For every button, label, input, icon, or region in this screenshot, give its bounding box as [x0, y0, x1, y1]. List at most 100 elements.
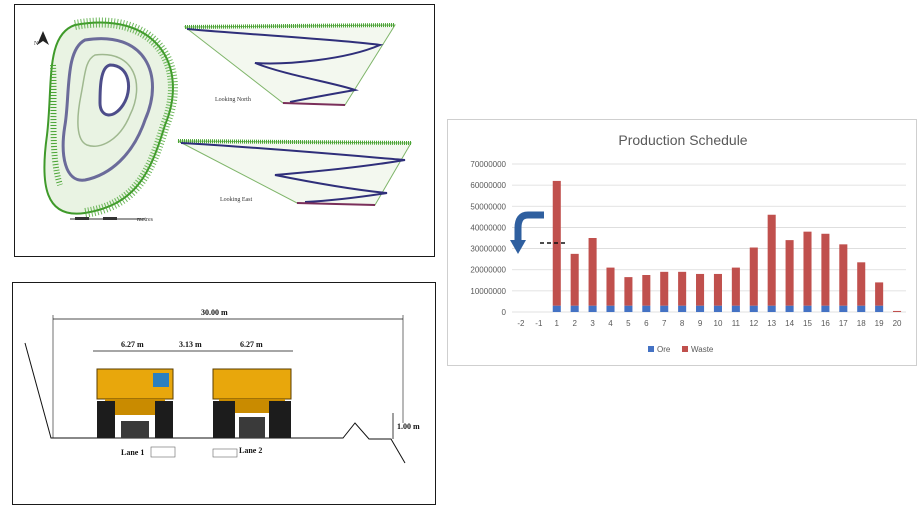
bar-ore-13: [767, 305, 776, 312]
looking-north-label: Looking North: [215, 97, 251, 103]
road-profile: [24, 342, 406, 464]
bar-ore-3: [588, 305, 597, 312]
bar-waste-14: [785, 240, 794, 306]
chart-title: Production Schedule: [618, 132, 747, 148]
haul-road-width-diagram: 30.00 m 6.27 m 3.13 m 6.27 m 1.00: [12, 282, 436, 505]
x-tick-label: 20: [893, 319, 902, 328]
x-tick-label: 16: [821, 319, 830, 328]
pit-views-graphic: N metres Looking North: [34, 17, 412, 223]
x-tick-label: 6: [644, 319, 649, 328]
bar-waste-18: [857, 262, 866, 306]
bar-waste-15: [803, 231, 812, 306]
pit-section-looking-east: [177, 139, 412, 206]
north-arrow-label: N: [34, 41, 39, 47]
bar-ore-17: [839, 305, 848, 312]
x-tick-label: 2: [572, 319, 577, 328]
bar-ore-16: [821, 305, 830, 312]
pit-design-views: N metres Looking North: [14, 4, 435, 257]
x-tick-label: 18: [857, 319, 866, 328]
gap-width-label: 3.13 m: [179, 340, 202, 349]
annotation-arrow-icon: [510, 211, 566, 254]
legend-waste-label: Waste: [691, 345, 714, 354]
y-tick-label: 40000000: [470, 223, 506, 232]
legend-ore-swatch: [648, 346, 654, 352]
pit-plan-view: [43, 17, 178, 220]
bar-ore-12: [749, 305, 758, 312]
bar-waste-10: [713, 273, 722, 306]
x-tick-label: 10: [714, 319, 723, 328]
x-tick-label: 17: [839, 319, 848, 328]
y-tick-label: 20000000: [470, 266, 506, 275]
y-tick-label: 50000000: [470, 202, 506, 211]
x-tick-label: 12: [749, 319, 758, 328]
x-tick-label: 4: [608, 319, 613, 328]
chart-canvas: Production Schedule 70000000 60000000 5000…: [470, 132, 906, 354]
x-tick-label: 5: [626, 319, 631, 328]
x-tick-label: 19: [875, 319, 884, 328]
pit-section-looking-north: [183, 23, 396, 106]
x-tick-label: 11: [732, 319, 741, 328]
x-tick-label: 9: [698, 319, 703, 328]
x-tick-label: 7: [662, 319, 667, 328]
truck-2-width-label: 6.27 m: [240, 340, 263, 349]
bar-waste-16: [821, 233, 830, 306]
x-tick-label: 3: [590, 319, 595, 328]
chart-legend: Ore Waste: [648, 345, 714, 354]
bar-ore-11: [731, 305, 740, 312]
bar-ore-5: [624, 305, 633, 312]
x-tick-label: 14: [785, 319, 794, 328]
bar-ore-10: [713, 305, 722, 312]
bar-ore-19: [875, 305, 884, 312]
chart-bars: [552, 180, 902, 312]
bar-waste-13: [767, 214, 776, 306]
bar-ore-8: [678, 305, 687, 312]
bar-waste-19: [875, 282, 884, 306]
looking-east-label: Looking East: [220, 197, 252, 203]
bar-ore-4: [606, 305, 615, 312]
bar-waste-20: [893, 310, 902, 312]
bar-ore-9: [696, 305, 705, 312]
x-tick-label: 1: [555, 319, 560, 328]
x-tick-label: 13: [767, 319, 776, 328]
haul-truck-1: [96, 368, 174, 438]
total-width-label: 30.00 m: [201, 308, 228, 317]
y-tick-label: 70000000: [470, 160, 506, 169]
y-tick-label: 0: [502, 308, 507, 317]
bar-waste-5: [624, 277, 633, 306]
bar-waste-2: [570, 253, 579, 306]
y-tick-label: 60000000: [470, 181, 506, 190]
haul-truck-2: [212, 368, 292, 438]
production-schedule-chart: Production Schedule 70000000 60000000 5000…: [447, 119, 917, 366]
bar-ore-14: [785, 305, 794, 312]
north-arrow-icon: [37, 31, 49, 45]
lane-1-label: Lane 1: [121, 448, 144, 457]
haul-road-graphic: 30.00 m 6.27 m 3.13 m 6.27 m 1.00: [24, 308, 420, 464]
bar-waste-4: [606, 267, 615, 306]
y-tick-label: 10000000: [470, 287, 506, 296]
bar-waste-11: [731, 267, 740, 306]
x-tick-label: 15: [803, 319, 812, 328]
legend-waste-swatch: [682, 346, 688, 352]
bar-ore-1: [552, 305, 561, 312]
lane-2-label: Lane 2: [239, 446, 262, 455]
bar-waste-9: [696, 273, 705, 306]
x-axis-ticks: -2 -1 1 2 3 4 5 6 7 8 9 10 11 12 13 14 15 16 17 18 19 20: [517, 319, 902, 328]
bar-waste-12: [749, 247, 758, 306]
legend-ore-label: Ore: [657, 345, 671, 354]
bar-waste-6: [642, 275, 651, 306]
bar-waste-17: [839, 244, 848, 306]
x-tick-label: -1: [535, 319, 543, 328]
bar-waste-8: [678, 271, 687, 306]
scale-label: metres: [137, 217, 154, 223]
bar-ore-18: [857, 305, 866, 312]
bar-ore-15: [803, 305, 812, 312]
bar-ore-2: [570, 305, 579, 312]
bar-ore-6: [642, 305, 651, 312]
y-axis-ticks: 70000000 60000000 50000000 40000000 30000000…: [470, 160, 506, 317]
berm-height-label: 1.00 m: [397, 422, 420, 431]
bar-waste-3: [588, 238, 597, 306]
bar-ore-7: [660, 305, 669, 312]
bar-waste-7: [660, 271, 669, 306]
x-tick-label: 8: [680, 319, 685, 328]
truck-1-width-label: 6.27 m: [121, 340, 144, 349]
